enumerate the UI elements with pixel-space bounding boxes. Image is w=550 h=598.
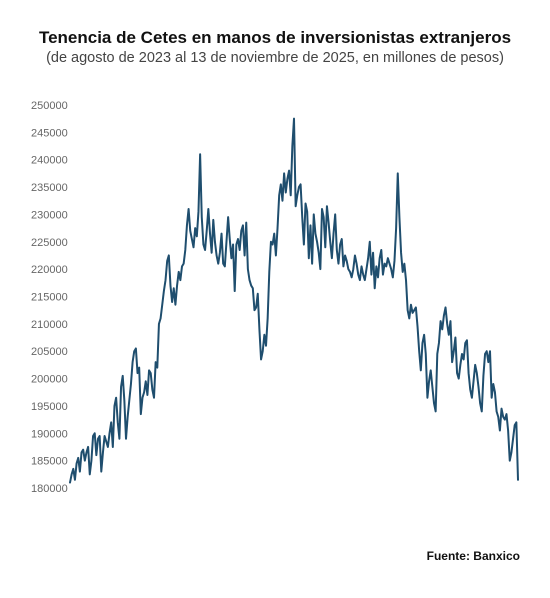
y-tick-label: 225000 bbox=[31, 237, 68, 249]
y-tick-label: 195000 bbox=[31, 401, 68, 413]
y-tick-label: 240000 bbox=[31, 155, 68, 167]
y-tick-label: 180000 bbox=[31, 483, 68, 495]
y-tick-label: 185000 bbox=[31, 456, 68, 468]
y-axis: 250000 245000 240000 235000 230000 225000 2200… bbox=[31, 100, 68, 495]
y-tick-label: 215000 bbox=[31, 292, 68, 304]
y-tick-label: 235000 bbox=[31, 182, 68, 194]
series-line-0 bbox=[69, 117, 519, 484]
y-tick-label: 205000 bbox=[31, 346, 68, 358]
chart-title: Tenencia de Cetes en manos de inversioni… bbox=[38, 28, 512, 47]
y-tick-label: 190000 bbox=[31, 428, 68, 440]
y-tick-label: 250000 bbox=[31, 100, 68, 112]
series-layer bbox=[69, 117, 519, 484]
y-tick-label: 230000 bbox=[31, 209, 68, 221]
source-note: Fuente: Banxico bbox=[426, 549, 520, 563]
y-tick-label: 220000 bbox=[31, 264, 68, 276]
chart-subtitle: (de agosto de 2023 al 13 de noviembre de… bbox=[46, 50, 504, 66]
y-tick-label: 245000 bbox=[31, 127, 68, 139]
y-tick-label: 200000 bbox=[31, 374, 68, 386]
y-tick-label: 210000 bbox=[31, 319, 68, 331]
